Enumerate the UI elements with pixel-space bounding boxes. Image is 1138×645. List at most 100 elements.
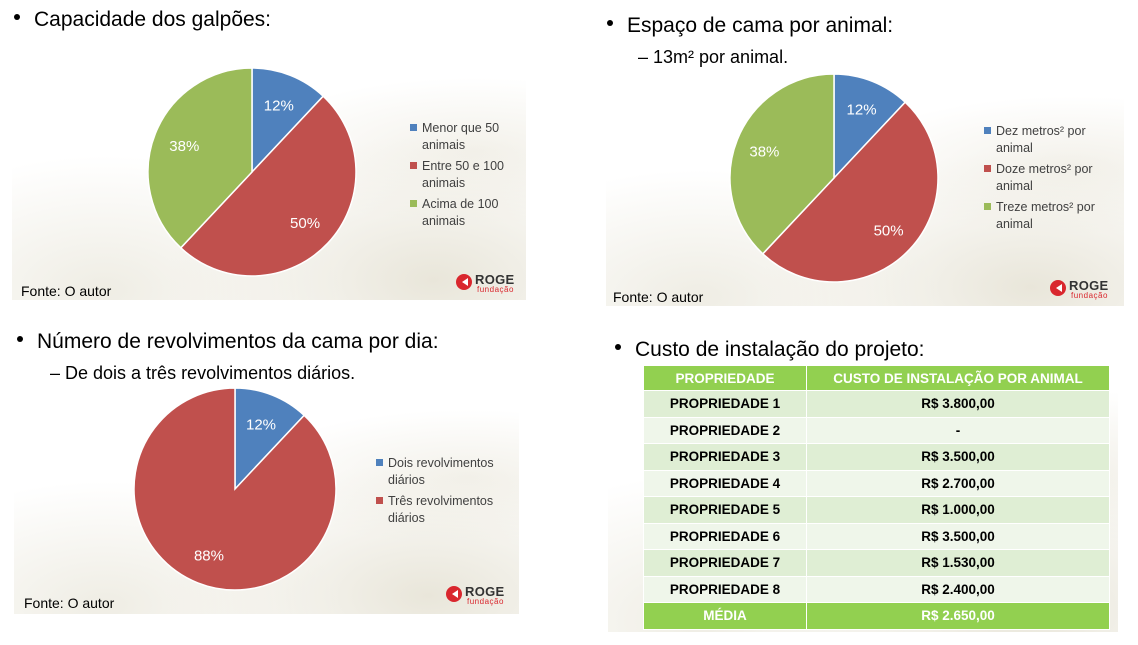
property-cell: PROPRIEDADE 6 xyxy=(643,522,807,550)
capacity-bullet: Capacidade dos galpões: xyxy=(14,8,271,32)
average-label: MÉDIA xyxy=(643,602,807,630)
legend-entry: Dois revolvimentos diários xyxy=(376,455,501,489)
capacity-legend: Menor que 50 animais Entre 50 e 100 anima… xyxy=(410,120,515,234)
cost-cell: R$ 3.500,00 xyxy=(806,443,1110,471)
bullet-dot xyxy=(17,336,23,343)
cost-cell: R$ 1.530,00 xyxy=(806,549,1110,577)
logo-name: ROGE xyxy=(1069,278,1109,293)
bullet-dot xyxy=(14,14,20,21)
pie-slice xyxy=(179,95,357,277)
turns-source: Fonte: O autor xyxy=(24,595,115,611)
legend-label: Doze metros² por animal xyxy=(996,162,1093,193)
cost-bullet: Custo de instalação do projeto: xyxy=(615,338,925,362)
legend-entry: Treze metros² por animal xyxy=(984,199,1109,233)
pie-data-label: 50% xyxy=(290,215,320,232)
turns-pie-svg: 12% 88% xyxy=(133,387,337,591)
table-row: PROPRIEDADE 6 R$ 3.500,00 xyxy=(643,522,1110,550)
turns-bullet: Número de revolvimentos da cama por dia: xyxy=(17,330,439,354)
turns-sub: – De dois a três revolvimentos diários. xyxy=(50,363,355,384)
legend-entry: Entre 50 e 100 animais xyxy=(410,158,515,192)
legend-swatch xyxy=(410,200,417,207)
legend-label: Dez metros² por animal xyxy=(996,124,1086,155)
bed-space-legend: Dez metros² por animal Doze metros² por a… xyxy=(984,123,1109,237)
legend-entry: Três revolvimentos diários xyxy=(376,493,501,527)
logo-tagline: fundação xyxy=(477,285,514,294)
logo-tagline: fundação xyxy=(467,597,504,606)
bed-space-bullet: Espaço de cama por animal: xyxy=(607,14,893,38)
cost-title: Custo de instalação do projeto: xyxy=(635,338,925,361)
legend-label: Três revolvimentos diários xyxy=(388,494,494,525)
legend-swatch xyxy=(410,162,417,169)
table-row: PROPRIEDADE 2- xyxy=(643,416,1110,444)
pie-slice xyxy=(833,73,907,180)
table-row: PROPRIEDADE 4 R$ 2.700,00 xyxy=(643,469,1110,497)
pie-data-label: 38% xyxy=(749,143,779,160)
table-row: PROPRIEDADE 5 R$ 1.000,00 xyxy=(643,496,1110,524)
bed-space-chart: 12% 50% 38% Dez metros² por animal Doze met… xyxy=(606,72,1124,306)
turns-subtitle: De dois a três revolvimentos diários. xyxy=(65,363,356,383)
legend-label: Treze metros² por animal xyxy=(996,200,1095,231)
legend-label: Acima de 100 animais xyxy=(422,197,499,228)
pie-data-label: 50% xyxy=(874,222,904,239)
capacity-chart: 12% 50% 38% Menor que 50 animais Entre 50 e… xyxy=(12,52,526,300)
pie-slice xyxy=(234,387,306,491)
legend-entry: Doze metros² por animal xyxy=(984,161,1109,195)
cost-cell: R$ 2.700,00 xyxy=(806,469,1110,497)
logo-tagline: fundação xyxy=(1071,291,1108,300)
bullet-dot xyxy=(607,20,613,27)
table-row: PROPRIEDADE 8 R$ 2.400,00 xyxy=(643,575,1110,603)
pie-slice xyxy=(729,73,835,255)
capacity-pie-svg: 12% 50% 38% xyxy=(147,67,357,277)
cost-table-header: PROPRIEDADE CUSTO DE INSTALAÇÃO POR ANIM… xyxy=(643,365,1110,391)
bed-space-title: Espaço de cama por animal: xyxy=(627,14,894,37)
average-row: MÉDIA R$ 2.650,00 xyxy=(643,602,1110,630)
pie-data-label: 12% xyxy=(264,97,294,114)
legend-entry: Menor que 50 animais xyxy=(410,120,515,154)
sub-dash: – xyxy=(50,363,66,383)
bullet-dot xyxy=(615,344,621,351)
legend-swatch xyxy=(376,497,383,504)
legend-swatch xyxy=(410,124,417,131)
capacity-source: Fonte: O autor xyxy=(21,283,112,299)
pie-slice xyxy=(133,387,337,591)
column-header: CUSTO DE INSTALAÇÃO POR ANIMAL xyxy=(806,365,1110,391)
roge-logo: ROGE fundação xyxy=(446,583,506,609)
roge-logo: ROGE fundação xyxy=(456,271,516,297)
bed-space-sub: – 13m² por animal. xyxy=(638,47,788,68)
legend-swatch xyxy=(984,127,991,134)
pie-data-label: 38% xyxy=(169,138,199,155)
pie-slice xyxy=(147,67,253,249)
cost-cell: R$ 2.400,00 xyxy=(806,575,1110,603)
legend-swatch xyxy=(376,459,383,466)
cost-cell: R$ 1.000,00 xyxy=(806,496,1110,524)
logo-name: ROGE xyxy=(465,584,505,599)
table-row: PROPRIEDADE 7 R$ 1.530,00 xyxy=(643,549,1110,577)
turns-chart: 12% 88% Dois revolvimentos diários Três re… xyxy=(14,386,519,614)
property-cell: PROPRIEDADE 3 xyxy=(643,443,807,471)
bed-space-source: Fonte: O autor xyxy=(613,289,704,305)
pie-slice xyxy=(761,101,939,283)
property-cell: PROPRIEDADE 8 xyxy=(643,575,807,603)
bed-space-pie-svg: 12% 50% 38% xyxy=(729,73,939,283)
property-cell: PROPRIEDADE 4 xyxy=(643,469,807,497)
turns-legend: Dois revolvimentos diários Três revolvime… xyxy=(376,455,501,531)
bed-space-subtitle: 13m² por animal. xyxy=(653,47,789,67)
sub-dash: – xyxy=(638,47,654,67)
logo-name: ROGE xyxy=(475,272,515,287)
table-row: PROPRIEDADE 3 R$ 3.500,00 xyxy=(643,443,1110,471)
cost-cell: - xyxy=(806,416,1110,444)
roge-logo-icon xyxy=(1050,280,1066,296)
turns-title: Número de revolvimentos da cama por dia: xyxy=(37,330,439,353)
legend-entry: Acima de 100 animais xyxy=(410,196,515,230)
property-cell: PROPRIEDADE 2 xyxy=(643,416,807,444)
pie-data-label: 12% xyxy=(847,101,877,118)
legend-entry: Dez metros² por animal xyxy=(984,123,1109,157)
property-cell: PROPRIEDADE 1 xyxy=(643,390,807,418)
roge-logo-icon xyxy=(456,274,472,290)
roge-logo-icon xyxy=(446,586,462,602)
average-value: R$ 2.650,00 xyxy=(806,602,1110,630)
cost-table: PROPRIEDADE CUSTO DE INSTALAÇÃO POR ANIM… xyxy=(643,365,1110,630)
legend-label: Entre 50 e 100 animais xyxy=(422,159,505,190)
legend-swatch xyxy=(984,203,991,210)
cost-cell: R$ 3.500,00 xyxy=(806,522,1110,550)
